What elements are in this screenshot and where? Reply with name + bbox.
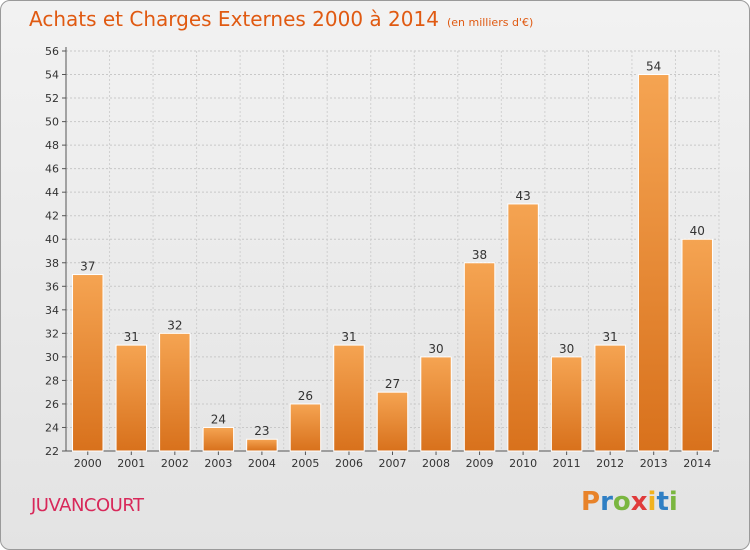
y-tick-label: 28 xyxy=(45,374,59,387)
logo-letter: P xyxy=(581,487,601,517)
proxiti-logo: Proxiti xyxy=(581,487,678,517)
bar xyxy=(507,203,539,452)
y-tick-label: 54 xyxy=(45,69,59,82)
y-tick-label: 30 xyxy=(45,351,59,364)
y-tick-label: 36 xyxy=(45,280,59,293)
data-label: 40 xyxy=(690,224,705,238)
data-label: 27 xyxy=(385,377,400,391)
y-tick-label: 32 xyxy=(45,327,59,340)
data-label: 32 xyxy=(167,318,182,332)
y-tick-label: 22 xyxy=(45,445,59,458)
data-label: 31 xyxy=(603,330,618,344)
bar xyxy=(681,238,713,452)
data-label: 30 xyxy=(428,342,443,356)
bars xyxy=(72,74,713,452)
y-tick-label: 42 xyxy=(45,210,59,223)
bar xyxy=(72,274,104,452)
y-tick-label: 46 xyxy=(45,163,59,176)
x-tick-label: 2013 xyxy=(640,457,668,470)
y-tick-label: 48 xyxy=(45,139,59,152)
bar xyxy=(202,426,235,452)
bar xyxy=(289,403,322,452)
bar xyxy=(376,391,409,452)
bar xyxy=(594,344,626,452)
x-tick-label: 2000 xyxy=(74,457,102,470)
data-label: 43 xyxy=(515,189,530,203)
data-label: 31 xyxy=(124,330,139,344)
x-tick-label: 2010 xyxy=(509,457,537,470)
bar xyxy=(115,344,148,452)
y-tick-label: 38 xyxy=(45,257,59,270)
x-tick-label: 2008 xyxy=(422,457,450,470)
chart-title-text: Achats et Charges Externes 2000 à 2014 xyxy=(29,7,439,31)
data-label: 24 xyxy=(211,412,226,426)
logo-letter: x xyxy=(630,487,648,517)
chart-title: Achats et Charges Externes 2000 à 2014 (e… xyxy=(29,7,533,31)
logo-letter: o xyxy=(612,487,631,517)
x-tick-label: 2011 xyxy=(553,457,581,470)
data-label: 26 xyxy=(298,389,313,403)
x-tick-label: 2001 xyxy=(117,457,145,470)
data-label: 31 xyxy=(341,330,356,344)
logo-letter: r xyxy=(600,487,613,517)
x-tick-label: 2007 xyxy=(379,457,407,470)
bar xyxy=(463,262,496,452)
bar xyxy=(550,356,583,452)
y-tick-label: 50 xyxy=(45,116,59,129)
y-tick-label: 52 xyxy=(45,92,59,105)
logo-letter: i xyxy=(647,487,657,517)
data-label: 23 xyxy=(254,424,269,438)
y-tick-label: 40 xyxy=(45,233,59,246)
x-tick-label: 2003 xyxy=(204,457,232,470)
logo-letter: i xyxy=(668,487,678,517)
x-tick-label: 2009 xyxy=(466,457,494,470)
y-tick-label: 24 xyxy=(45,421,59,434)
x-tick-label: 2014 xyxy=(683,457,711,470)
x-tick-label: 2002 xyxy=(161,457,189,470)
y-tick-label: 56 xyxy=(45,45,59,58)
bar xyxy=(246,438,278,452)
place-name: JUVANCOURT xyxy=(31,495,144,516)
bar xyxy=(637,74,670,452)
y-tick-label: 44 xyxy=(45,186,59,199)
logo-letter: t xyxy=(656,487,669,517)
data-label: 30 xyxy=(559,342,574,356)
y-tick-label: 34 xyxy=(45,304,59,317)
data-label: 54 xyxy=(646,60,661,74)
x-tick-label: 2012 xyxy=(596,457,624,470)
data-label: 37 xyxy=(80,260,95,274)
data-label: 38 xyxy=(472,248,487,262)
x-tick-label: 2004 xyxy=(248,457,276,470)
chart-subtitle: (en milliers d'€) xyxy=(446,16,534,29)
y-tick-label: 26 xyxy=(45,398,59,411)
x-tick-label: 2006 xyxy=(335,457,363,470)
bar xyxy=(420,356,452,452)
data-labels: 37 31 32 24 23 26 31 27 30 38 43 30 31 54 40 xyxy=(80,60,705,439)
x-tick-label: 2005 xyxy=(291,457,319,470)
bar xyxy=(159,332,191,452)
bar xyxy=(333,344,365,452)
